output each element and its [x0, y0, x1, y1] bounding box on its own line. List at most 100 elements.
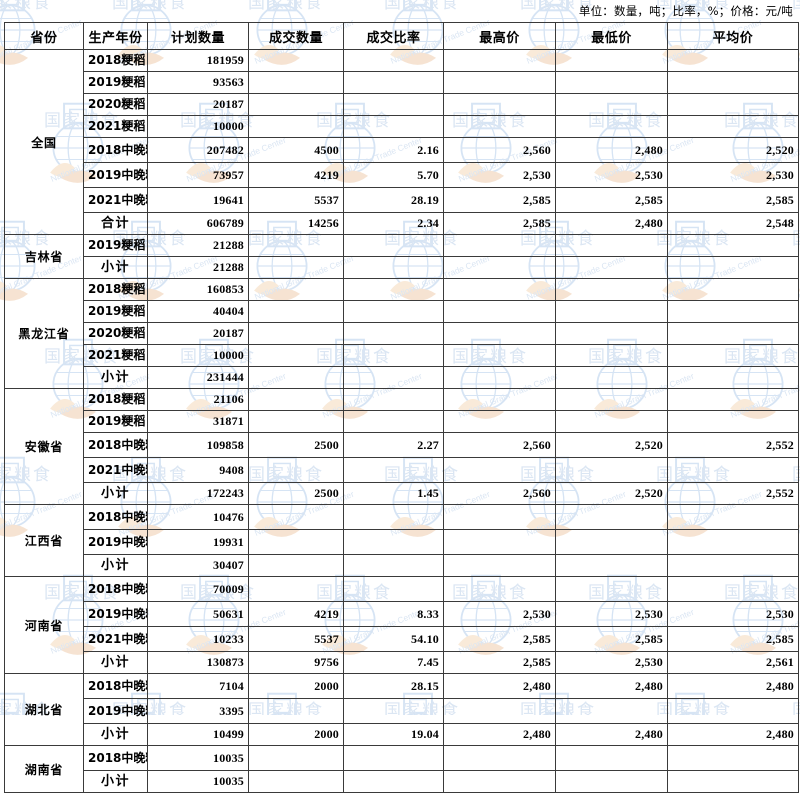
average-price-cell	[667, 554, 799, 577]
plan-quantity-cell: 606789	[147, 212, 249, 235]
lowest-price-cell	[555, 49, 668, 72]
plan-quantity-cell: 93563	[147, 71, 249, 94]
highest-price-cell: 2,560	[443, 137, 556, 163]
production-year-cell: 2021粳稻	[83, 344, 148, 367]
plan-quantity-cell: 10476	[147, 504, 249, 530]
subtotal-label-cell: 小计	[83, 482, 148, 505]
highest-price-cell	[443, 698, 556, 724]
lowest-price-cell: 2,585	[555, 187, 668, 213]
table-row: 河南省2018中晚籼稻70009	[4, 576, 799, 674]
highest-price-cell	[443, 234, 556, 257]
deal-ratio-cell: 8.33	[343, 601, 444, 627]
table-row: 2020粳稻 20187	[5, 93, 799, 116]
province-cell: 江西省	[4, 504, 84, 577]
average-price-cell	[667, 745, 799, 771]
average-price-cell	[667, 529, 799, 555]
highest-price-cell	[443, 344, 556, 367]
lowest-price-cell	[555, 344, 668, 367]
lowest-price-cell	[555, 256, 668, 279]
deal-quantity-cell	[248, 504, 344, 530]
deal-ratio-cell: 1.45	[343, 482, 444, 505]
highest-price-cell	[443, 366, 556, 389]
production-year-cell: 2018中晚籼稻	[83, 432, 148, 458]
highest-price-cell: 2,585	[443, 626, 556, 652]
deal-ratio-cell	[343, 504, 444, 530]
plan-quantity-cell: 109858	[147, 432, 249, 458]
unit-note: 单位：数量，吨；比率，%；价格：元/吨	[578, 4, 793, 18]
deal-ratio-cell	[343, 49, 444, 72]
plan-quantity-cell: 130873	[147, 651, 249, 674]
subtotal-label-cell: 合计	[83, 212, 148, 235]
deal-ratio-cell	[343, 529, 444, 555]
deal-quantity-cell	[248, 71, 344, 94]
deal-quantity-cell: 2000	[248, 673, 344, 699]
plan-quantity-cell: 30407	[147, 554, 249, 577]
plan-quantity-cell: 40404	[147, 300, 249, 323]
table-row: 小计 10499 2000 19.04 2,480 2,480 2,480	[5, 723, 799, 746]
table-row: 小计 30407	[5, 554, 799, 577]
table-row: 合计 606789 14256 2.34 2,585 2,480 2,548	[5, 212, 799, 235]
deal-quantity-cell	[248, 388, 344, 411]
highest-price-cell: 2,585	[443, 187, 556, 213]
highest-price-cell	[443, 457, 556, 483]
production-year-cell: 2019中晚籼稻	[83, 698, 148, 724]
average-price-cell: 2,480	[667, 673, 799, 699]
lowest-price-cell	[555, 300, 668, 323]
production-year-cell: 2018中晚籼稻	[83, 576, 148, 602]
average-price-cell	[667, 504, 799, 530]
table-row: 2019粳稻 93563	[5, 71, 799, 94]
plan-quantity-cell: 20187	[147, 322, 249, 345]
lowest-price-cell: 2,530	[555, 601, 668, 627]
average-price-cell	[667, 71, 799, 94]
subtotal-label-cell: 小计	[83, 651, 148, 674]
plan-quantity-cell: 10035	[147, 770, 249, 793]
deal-ratio-cell	[343, 256, 444, 279]
production-year-cell: 2020粳稻	[83, 322, 148, 345]
plan-quantity-cell: 19931	[147, 529, 249, 555]
plan-quantity-cell: 10035	[147, 745, 249, 771]
highest-price-cell	[443, 770, 556, 793]
average-price-cell: 2,552	[667, 482, 799, 505]
lowest-price-cell	[555, 71, 668, 94]
deal-ratio-cell	[343, 457, 444, 483]
average-price-cell	[667, 322, 799, 345]
lowest-price-cell: 2,520	[555, 482, 668, 505]
deal-quantity-cell	[248, 554, 344, 577]
deal-quantity-cell	[248, 115, 344, 138]
highest-price-cell	[443, 576, 556, 602]
average-price-cell	[667, 770, 799, 793]
province-cell: 吉林省	[4, 234, 84, 279]
column-header-6: 最低价	[555, 22, 668, 50]
highest-price-cell	[443, 745, 556, 771]
production-year-cell: 2018粳稻	[83, 49, 148, 72]
table-row: 2019中晚籼稻3395	[5, 698, 799, 724]
table-body: 全国 2018粳稻 181959 2019粳稻 93563 2020粳稻 20187 2021…	[4, 49, 799, 793]
average-price-cell	[667, 576, 799, 602]
deal-ratio-cell	[343, 388, 444, 411]
deal-quantity-cell: 9756	[248, 651, 344, 674]
highest-price-cell	[443, 49, 556, 72]
deal-quantity-cell	[248, 410, 344, 433]
deal-ratio-cell: 7.45	[343, 651, 444, 674]
average-price-cell	[667, 256, 799, 279]
deal-ratio-cell: 19.04	[343, 723, 444, 746]
average-price-cell	[667, 366, 799, 389]
table-row: 小计 10035	[5, 770, 799, 793]
average-price-cell	[667, 344, 799, 367]
highest-price-cell	[443, 71, 556, 94]
production-year-cell: 2021中晚籼稻	[83, 457, 148, 483]
province-cell: 黑龙江省	[4, 278, 84, 389]
deal-quantity-cell: 2500	[248, 482, 344, 505]
lowest-price-cell	[555, 93, 668, 116]
deal-quantity-cell	[248, 344, 344, 367]
deal-quantity-cell: 4500	[248, 137, 344, 163]
production-year-cell: 2018中晚籼稻	[83, 504, 148, 530]
production-year-cell: 2018中晚籼稻	[83, 745, 148, 771]
highest-price-cell: 2,480	[443, 673, 556, 699]
average-price-cell	[667, 457, 799, 483]
subtotal-label-cell: 小计	[83, 554, 148, 577]
lowest-price-cell	[555, 388, 668, 411]
